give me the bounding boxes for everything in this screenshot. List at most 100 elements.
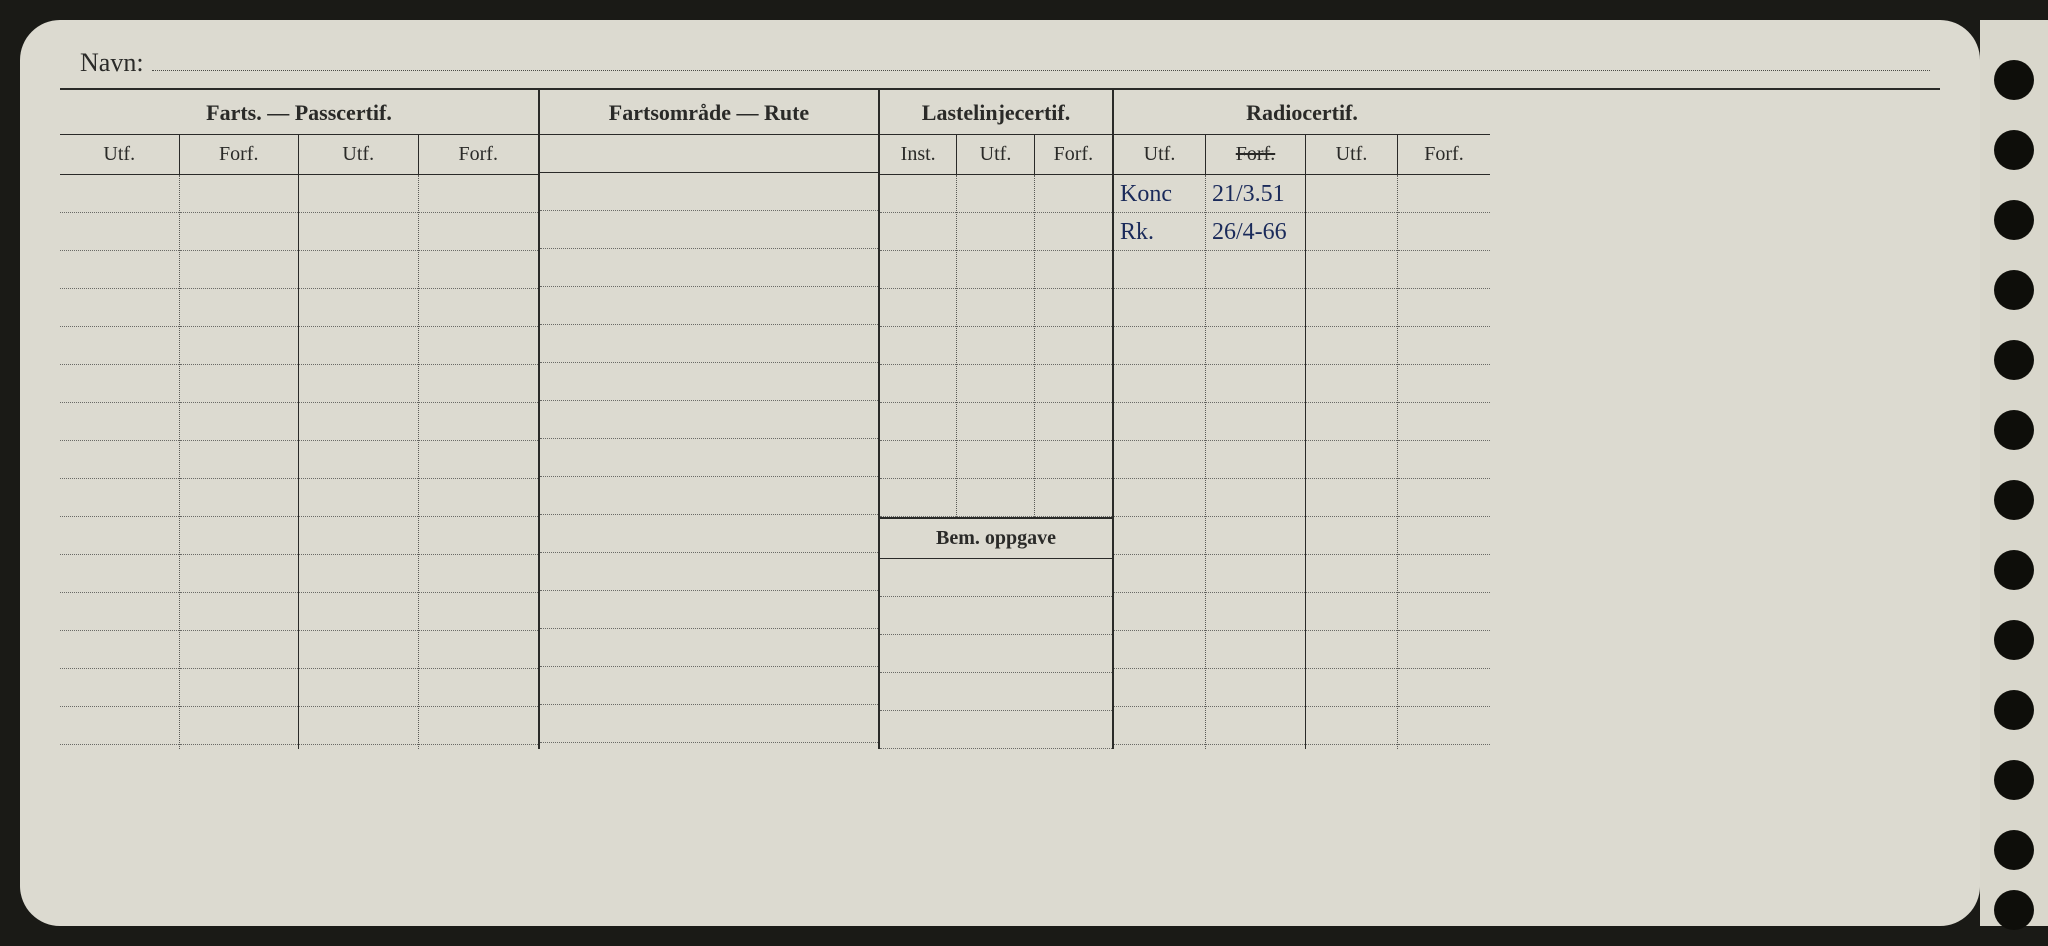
cell [1206, 631, 1305, 669]
col-utf: Utf. [299, 135, 419, 174]
cell [1206, 479, 1305, 517]
passcertif-subheaders: Utf. Forf. Utf. Forf. [60, 135, 538, 175]
cell [1398, 365, 1490, 403]
cell [1206, 289, 1305, 327]
cell [1114, 707, 1205, 745]
binder-hole [1994, 690, 2034, 730]
col-inst: Inst. [880, 135, 957, 174]
col-utf: Utf. [1306, 135, 1398, 174]
cell [299, 251, 418, 289]
cell [419, 327, 539, 365]
cell [880, 213, 956, 251]
cell [180, 251, 299, 289]
cell [1306, 289, 1397, 327]
binder-hole [1994, 760, 2034, 800]
cell [60, 593, 179, 631]
cell [419, 479, 539, 517]
cell [1398, 479, 1490, 517]
cell [540, 211, 878, 249]
cell [1306, 479, 1397, 517]
cell [60, 479, 179, 517]
binder-hole [1994, 130, 2034, 170]
cell [1398, 441, 1490, 479]
cell [1035, 251, 1112, 289]
cell [1398, 555, 1490, 593]
cell [1306, 175, 1397, 213]
cell [1035, 479, 1112, 517]
index-card: Navn: Farts. — Passcertif. Utf. Forf. Ut… [20, 20, 1980, 926]
binder-hole [1994, 200, 2034, 240]
col-forf: Forf. [180, 135, 300, 174]
cell [419, 517, 539, 555]
cell [957, 441, 1033, 479]
cell [419, 251, 539, 289]
passcertif-header: Farts. — Passcertif. [60, 90, 538, 135]
cell [1398, 517, 1490, 555]
cell [1398, 289, 1490, 327]
col-forf-struck: Forf. [1206, 135, 1306, 174]
col-forf: Forf. [1035, 135, 1112, 174]
cell [419, 441, 539, 479]
radio-body: KoncRk. 21/3.5126/4-66 [1114, 175, 1490, 749]
binder-hole [1994, 890, 2034, 930]
cell [880, 711, 1112, 749]
cell [1114, 289, 1205, 327]
col-forf: Forf. [419, 135, 539, 174]
cell [540, 667, 878, 705]
cell [419, 213, 539, 251]
cell [299, 403, 418, 441]
cell [180, 289, 299, 327]
cell [1306, 555, 1397, 593]
cell [60, 213, 179, 251]
cell [1035, 365, 1112, 403]
cell: 21/3.51 [1206, 175, 1305, 213]
cell [60, 403, 179, 441]
cell [60, 517, 179, 555]
cell [419, 669, 539, 707]
cell [180, 327, 299, 365]
cell [880, 673, 1112, 711]
main-grid: Farts. — Passcertif. Utf. Forf. Utf. For… [60, 88, 1940, 749]
cell [180, 441, 299, 479]
cell [1306, 593, 1397, 631]
binder-strip [1980, 20, 2048, 926]
binder-hole [1994, 270, 2034, 310]
col-utf: Utf. [1114, 135, 1206, 174]
cell [299, 593, 418, 631]
name-label: Navn: [80, 48, 144, 78]
section-radio: Radiocertif. Utf. Forf. Utf. Forf. KoncR… [1114, 90, 1490, 749]
cell [1114, 327, 1205, 365]
cell [1035, 403, 1112, 441]
col-forf: Forf. [1398, 135, 1490, 174]
cell [1114, 593, 1205, 631]
col-utf: Utf. [957, 135, 1034, 174]
cell [180, 707, 299, 745]
cell [1035, 441, 1112, 479]
cell [1114, 365, 1205, 403]
binder-hole [1994, 410, 2034, 450]
cell [60, 251, 179, 289]
binder-hole [1994, 550, 2034, 590]
cell [1398, 669, 1490, 707]
cell [180, 555, 299, 593]
cell [1206, 555, 1305, 593]
passcertif-col-4 [419, 175, 539, 749]
cell [299, 327, 418, 365]
cell [1398, 631, 1490, 669]
cell [419, 555, 539, 593]
cell [957, 403, 1033, 441]
cell [60, 175, 179, 213]
cell [299, 669, 418, 707]
cell [880, 441, 956, 479]
bem-col [880, 559, 1112, 749]
binder-hole [1994, 340, 2034, 380]
cell [299, 631, 418, 669]
cell [299, 517, 418, 555]
passcertif-col-2 [180, 175, 300, 749]
cell [180, 213, 299, 251]
cell [299, 213, 418, 251]
cell [419, 175, 539, 213]
cell: Rk. [1114, 213, 1205, 251]
cell [180, 365, 299, 403]
cell [880, 559, 1112, 597]
